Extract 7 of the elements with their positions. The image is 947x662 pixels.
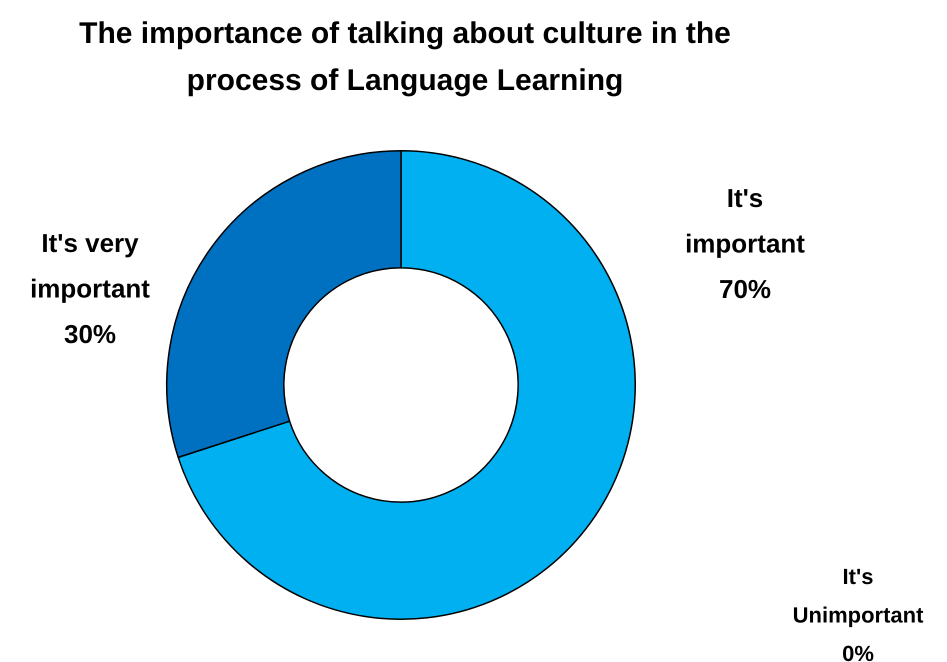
category-label: It's Unimportant <box>792 564 924 628</box>
data-label: 70% <box>718 274 772 304</box>
slice-label: It's very important <box>30 228 150 304</box>
slice-label: It's important <box>685 183 806 259</box>
chart-title: The importance of talking about culture in the process of Language Learning <box>78 16 732 99</box>
text: 0% <box>842 641 874 662</box>
data-label: 30% <box>64 319 116 350</box>
